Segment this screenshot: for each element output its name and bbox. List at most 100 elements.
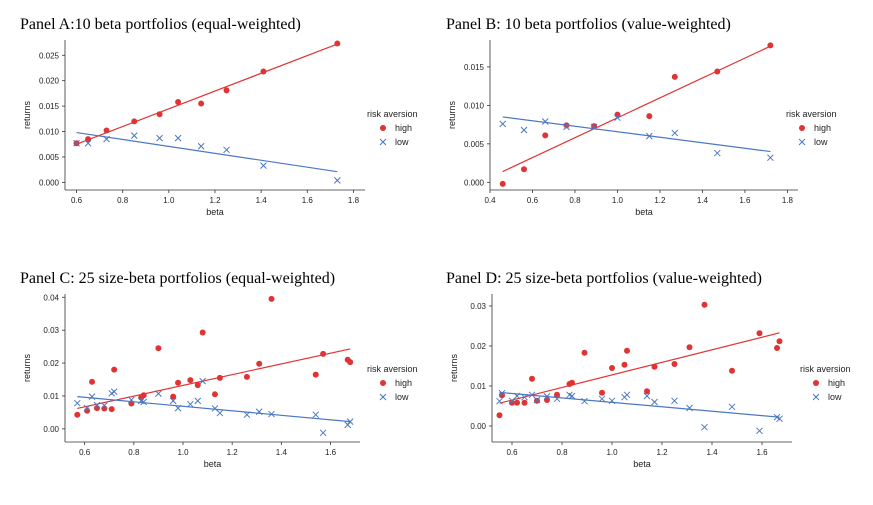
x-tick-label: 0.8	[117, 196, 129, 205]
point-low	[520, 126, 528, 134]
point-low	[568, 392, 576, 400]
x-axis-label: beta	[633, 459, 651, 469]
point-low	[623, 391, 631, 399]
point-high	[514, 399, 520, 406]
point-high	[499, 392, 505, 399]
y-tick-label: 0.000	[39, 178, 60, 187]
point-low	[701, 423, 708, 431]
legend-high-marker	[813, 380, 819, 386]
y-tick-label: 0.000	[464, 178, 485, 187]
point-high	[534, 397, 540, 404]
point-low	[346, 418, 354, 425]
x-tick-label: 0.6	[506, 448, 518, 457]
x-tick-label: 1.6	[739, 196, 751, 205]
x-tick-label: 1.0	[177, 448, 189, 457]
point-high	[198, 100, 205, 107]
legend-title: risk aversion	[800, 364, 851, 374]
series-low	[499, 114, 774, 162]
point-low	[496, 397, 503, 405]
fit-line-high	[76, 43, 338, 145]
point-low	[498, 389, 506, 397]
point-low	[499, 120, 507, 128]
point-low	[713, 149, 721, 157]
legend: risk aversion high low	[800, 364, 851, 402]
x-tick-label: 1.8	[348, 196, 360, 205]
point-high	[108, 406, 115, 413]
point-low	[103, 135, 110, 143]
point-low	[767, 154, 774, 162]
point-low	[333, 176, 341, 184]
legend: risk aversion high low	[367, 364, 418, 402]
point-high	[542, 132, 549, 139]
fit-line-low	[76, 131, 338, 173]
point-high	[496, 412, 503, 419]
panel-title: Panel B: 10 beta portfolios (value-weigh…	[446, 16, 731, 33]
y-tick-label: 0.01	[43, 392, 59, 401]
fit-line-low	[502, 116, 771, 153]
point-low	[312, 411, 320, 419]
x-tick-label: 1.2	[227, 448, 239, 457]
point-low	[686, 404, 693, 412]
point-low	[84, 139, 92, 147]
point-low	[174, 134, 182, 142]
point-low	[553, 395, 561, 403]
point-low	[528, 391, 536, 399]
legend-high-marker	[799, 125, 805, 131]
point-low	[110, 388, 118, 396]
point-low	[260, 162, 267, 169]
legend-high-label: high	[395, 123, 412, 133]
x-tick-label: 0.6	[79, 448, 91, 457]
x-tick-label: 0.4	[484, 196, 496, 205]
x-tick-label: 0.8	[128, 448, 140, 457]
y-tick-label: 0.00	[470, 422, 486, 431]
point-low	[533, 396, 541, 404]
point-low	[88, 393, 96, 400]
point-low	[543, 393, 551, 400]
point-low	[243, 411, 251, 419]
series-low	[73, 377, 354, 437]
point-high	[347, 359, 354, 366]
point-high	[767, 42, 774, 49]
point-low	[140, 398, 148, 406]
fit-line-high	[77, 348, 351, 410]
point-low	[671, 129, 679, 137]
x-tick-label: 1.6	[325, 448, 337, 457]
y-tick-label: 0.010	[39, 128, 60, 137]
x-axis-label: beta	[206, 207, 224, 217]
point-low	[174, 404, 182, 412]
x-tick-label: 1.4	[276, 448, 288, 457]
y-tick-label: 0.010	[464, 101, 485, 110]
point-high	[211, 391, 218, 398]
point-high	[581, 349, 588, 356]
point-low	[194, 397, 202, 405]
point-high	[499, 180, 506, 187]
series-low	[73, 131, 341, 184]
point-low	[169, 397, 177, 405]
point-low	[319, 429, 327, 437]
y-tick-label: 0.015	[39, 102, 60, 111]
point-low	[513, 392, 521, 400]
point-high	[175, 379, 182, 386]
point-high	[260, 68, 267, 75]
point-high	[646, 113, 653, 120]
series-low	[496, 389, 783, 435]
point-high	[93, 405, 100, 412]
y-tick-label: 0.005	[39, 153, 60, 162]
x-tick-label: 0.8	[569, 196, 581, 205]
point-low	[590, 123, 598, 131]
panel-title: Panel C: 25 size-beta portfolios (equal-…	[20, 270, 335, 287]
point-high	[131, 118, 138, 125]
x-tick-label: 1.8	[782, 196, 794, 205]
point-high	[776, 338, 783, 345]
point-high	[671, 361, 678, 367]
fit-line-high	[499, 332, 780, 404]
point-high	[111, 366, 118, 373]
point-high	[155, 345, 162, 352]
y-axis-label: returns	[449, 353, 459, 382]
point-high	[520, 166, 527, 173]
x-tick-label: 0.8	[556, 448, 568, 457]
point-high	[671, 73, 678, 80]
point-high	[701, 301, 708, 308]
x-tick-label: 1.2	[654, 196, 666, 205]
point-low	[776, 415, 783, 423]
